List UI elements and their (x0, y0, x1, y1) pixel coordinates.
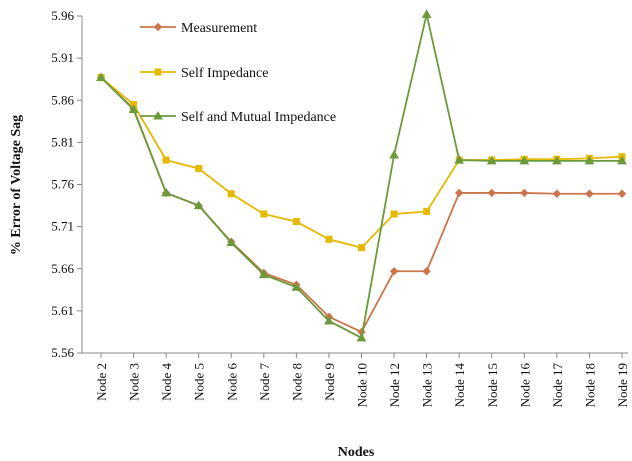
legend-item: Self Impedance (140, 66, 268, 81)
data-point-triangle (324, 315, 334, 325)
data-point-triangle (519, 155, 530, 165)
x-tick-label: Node 12 (387, 363, 402, 407)
data-point-diamond (617, 189, 627, 198)
x-tick-label: Node 10 (355, 363, 370, 407)
x-tick-label: Node 7 (257, 363, 272, 401)
series-line (100, 14, 622, 340)
data-point-diamond (520, 188, 529, 198)
legend: Measurement Self Impedance Self and Mutual… (140, 21, 336, 125)
y-tick-label: 5.61 (51, 303, 74, 318)
series-line (100, 76, 623, 249)
data-point-diamond (454, 188, 464, 198)
data-point-square (325, 235, 333, 243)
x-tick-label: Node 18 (582, 363, 597, 407)
legend-item: Measurement (140, 21, 257, 36)
series-self-and-mutual-impedance (96, 9, 627, 342)
data-point-square (162, 156, 170, 164)
y-tick-label: 5.76 (51, 177, 74, 192)
data-point-diamond (585, 189, 594, 198)
data-point-square (292, 218, 300, 226)
data-point-diamond (422, 267, 431, 276)
x-tick-label: Node 19 (615, 363, 630, 407)
y-tick-label: 5.96 (51, 8, 74, 23)
data-point-square (227, 190, 235, 198)
data-point-square (260, 210, 268, 218)
data-point-triangle (258, 269, 269, 279)
data-point-triangle (96, 72, 106, 82)
data-point-triangle (226, 237, 237, 247)
data-point-diamond (153, 22, 163, 32)
y-tick-label: 5.56 (51, 345, 74, 360)
data-point-triangle (389, 150, 399, 159)
series-self-impedance (97, 74, 626, 252)
series-layer (96, 9, 627, 342)
data-point-triangle (128, 104, 139, 114)
x-tick-label: Node 14 (452, 363, 467, 408)
y-tick-label: 5.91 (51, 50, 74, 65)
x-tick-label: Node 3 (127, 363, 142, 401)
x-tick-label: Node 13 (420, 363, 435, 407)
data-point-square (154, 68, 162, 76)
x-tick-label: Node 17 (550, 363, 565, 408)
legend-item: Self and Mutual Impedance (140, 110, 336, 125)
series-measurement (96, 73, 627, 337)
x-tick-label: Node 16 (517, 363, 532, 408)
data-point-square (423, 207, 431, 215)
data-point-triangle (153, 110, 163, 120)
data-point-triangle (193, 200, 204, 210)
x-tick-label: Node 6 (224, 363, 239, 401)
legend-label: Self and Mutual Impedance (181, 110, 336, 125)
axes (81, 16, 628, 354)
series-line (100, 76, 622, 334)
x-tick-label: Node 8 (289, 363, 304, 401)
data-point-square (358, 244, 365, 252)
data-point-triangle (454, 155, 465, 164)
y-axis-title: % Error of Voltage Sag (9, 115, 24, 255)
data-point-triangle (356, 332, 367, 342)
x-tick-label: Node 2 (94, 363, 109, 401)
data-point-triangle (161, 187, 171, 197)
data-point-diamond (487, 188, 496, 198)
legend-label: Measurement (181, 21, 257, 36)
y-tick-label: 5.66 (51, 261, 74, 276)
data-point-triangle (552, 155, 562, 165)
data-point-triangle (486, 155, 497, 165)
data-point-diamond (389, 267, 399, 276)
data-point-triangle (421, 9, 432, 18)
x-axis-title: Nodes (338, 445, 375, 460)
data-point-triangle (617, 155, 627, 165)
x-tick-label: Node 15 (485, 363, 500, 407)
data-point-square (390, 210, 398, 218)
y-tick-label: 5.81 (51, 134, 74, 149)
data-point-diamond (552, 189, 562, 198)
x-ticks: Node 2 Node 3 Node 4 Node 5 Node 6 Node 7 Node… (94, 353, 630, 407)
x-tick-label: Node 9 (322, 363, 337, 401)
data-point-triangle (291, 282, 302, 291)
data-point-triangle (584, 155, 595, 165)
legend-label: Self Impedance (181, 66, 268, 81)
x-tick-label: Node 4 (159, 363, 174, 401)
data-point-square (195, 164, 203, 172)
y-tick-label: 5.71 (51, 219, 74, 234)
y-ticks: 5.56 5.61 5.66 5.71 5.76 5.81 5.86 5.91 5.96 (51, 8, 82, 360)
y-tick-label: 5.86 (51, 92, 74, 107)
x-tick-label: Node 5 (192, 363, 207, 401)
